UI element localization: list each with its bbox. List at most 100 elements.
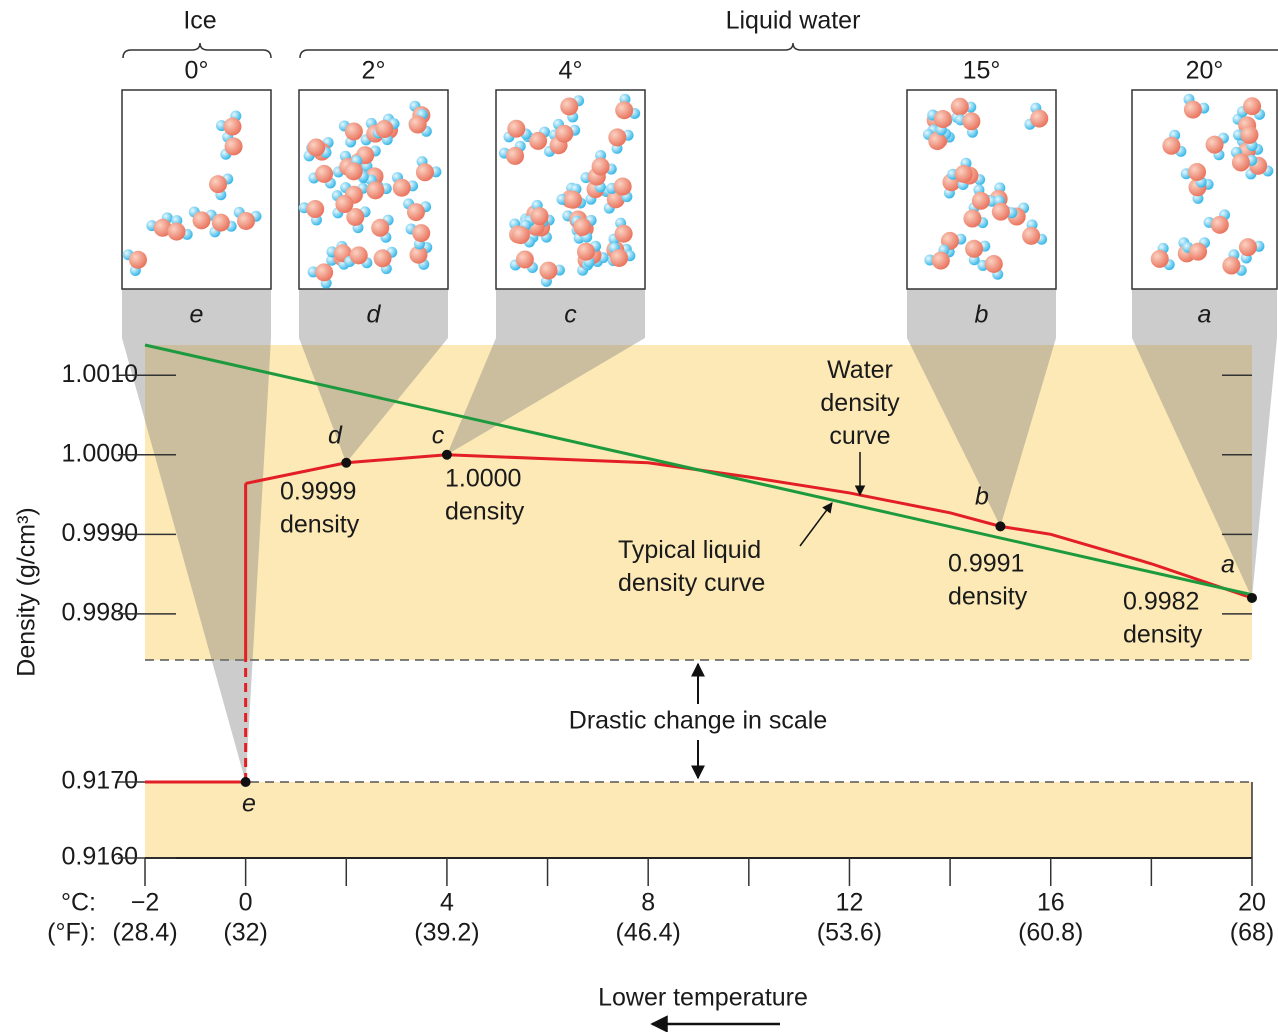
- value-label: 0.9982: [1123, 588, 1199, 616]
- value-label-unit: density: [1123, 621, 1203, 649]
- oxygen: [934, 110, 952, 128]
- oxygen: [366, 181, 384, 199]
- x-tick-label-f: (68): [1230, 919, 1274, 947]
- oxygen: [168, 223, 186, 241]
- oxygen: [306, 200, 324, 218]
- oxygen: [393, 179, 411, 197]
- oxygen: [1189, 243, 1207, 261]
- value-label: 0.9991: [948, 550, 1024, 578]
- y-tick-label: 1.0000: [62, 439, 138, 467]
- oxygen: [375, 120, 393, 138]
- chart: 0°e2°d4°c15°b20°aIceLiquid water0.99800.…: [0, 0, 1278, 1032]
- x-axis-label: Lower temperature: [598, 984, 808, 1012]
- point-letter: e: [242, 790, 256, 818]
- oxygen: [193, 211, 211, 229]
- oxygen: [1188, 163, 1206, 181]
- oxygen: [409, 116, 427, 134]
- funnel: [122, 289, 271, 782]
- y-axis-label: Density (g/cm³): [13, 507, 41, 676]
- oxygen: [1151, 250, 1169, 268]
- oxygen: [1211, 216, 1229, 234]
- oxygen: [1206, 136, 1224, 154]
- data-point: [442, 450, 452, 460]
- x-tick-label-f: (53.6): [817, 919, 882, 947]
- snapshot-letter: a: [1198, 301, 1212, 329]
- oxygen: [560, 97, 578, 115]
- snapshot-temp: 2°: [362, 57, 386, 85]
- oxygen: [965, 240, 983, 258]
- oxygen: [223, 118, 241, 136]
- x-tick-label: 8: [641, 889, 655, 917]
- oxygen: [951, 98, 969, 116]
- oxygen: [307, 138, 325, 156]
- oxygen: [212, 214, 230, 232]
- value-label: 1.0000: [445, 465, 521, 493]
- oxygen: [209, 175, 227, 193]
- oxygen: [962, 112, 980, 130]
- oxygen: [350, 246, 368, 264]
- oxygen: [1022, 227, 1040, 245]
- group-label: Ice: [183, 7, 216, 35]
- oxygen: [516, 250, 534, 268]
- x-tick-label: 20: [1238, 889, 1266, 917]
- point-letter: d: [328, 422, 343, 450]
- x-tick-label: 16: [1037, 889, 1065, 917]
- oxygen: [1222, 257, 1240, 275]
- oxygen: [1030, 110, 1048, 128]
- point-letter: c: [432, 422, 445, 450]
- oxygen: [972, 192, 990, 210]
- oxygen: [1239, 238, 1257, 256]
- oxygen: [416, 163, 434, 181]
- x-tick-label: 4: [440, 889, 454, 917]
- point-letter: a: [1221, 551, 1235, 579]
- oxygen: [1232, 153, 1250, 171]
- oxygen: [608, 128, 626, 146]
- point-letter: b: [975, 483, 989, 511]
- oxygen: [932, 252, 950, 270]
- x-tick-label-f: (46.4): [616, 919, 681, 947]
- snapshot-letter: d: [367, 301, 382, 329]
- oxygen: [374, 249, 392, 267]
- oxygen: [315, 263, 333, 281]
- oxygen: [335, 195, 353, 213]
- y-tick-label: 0.9160: [62, 843, 138, 871]
- x-row-label: °C:: [61, 889, 96, 917]
- oxygen: [555, 125, 573, 143]
- snapshot-temp: 20°: [1186, 57, 1224, 85]
- y-tick-label: 1.0010: [62, 360, 138, 388]
- data-point: [241, 777, 251, 787]
- oxygen: [1162, 137, 1180, 155]
- x-tick-label-f: (39.2): [414, 919, 479, 947]
- scale-note: Drastic change in scale: [569, 707, 827, 735]
- oxygen: [512, 226, 530, 244]
- value-label-unit: density: [445, 498, 525, 526]
- snapshot-letter: c: [564, 301, 577, 329]
- oxygen: [412, 224, 430, 242]
- oxygen: [615, 101, 633, 119]
- oxygen: [564, 191, 582, 209]
- x-tick-label-f: (28.4): [112, 919, 177, 947]
- oxygen: [539, 262, 557, 280]
- snapshot-temp: 4°: [559, 57, 583, 85]
- x-tick-label: 12: [836, 889, 864, 917]
- y-tick-label: 0.9990: [62, 519, 138, 547]
- x-tick-label: 0: [239, 889, 253, 917]
- oxygen: [577, 243, 595, 261]
- oxygen: [573, 218, 591, 236]
- oxygen: [1243, 97, 1261, 115]
- oxygen: [985, 255, 1003, 273]
- bracket: [300, 43, 1278, 58]
- oxygen: [614, 178, 632, 196]
- oxygen: [610, 249, 628, 267]
- oxygen: [129, 251, 147, 269]
- snapshot-temp: 0°: [185, 57, 209, 85]
- oxygen: [506, 147, 524, 165]
- x-tick-label-f: (32): [223, 919, 267, 947]
- oxygen: [345, 122, 363, 140]
- y-tick-label: 0.9170: [62, 767, 138, 795]
- oxygen: [529, 132, 547, 150]
- oxygen: [1184, 101, 1202, 119]
- data-point: [995, 521, 1005, 531]
- y-tick-label: 0.9980: [62, 598, 138, 626]
